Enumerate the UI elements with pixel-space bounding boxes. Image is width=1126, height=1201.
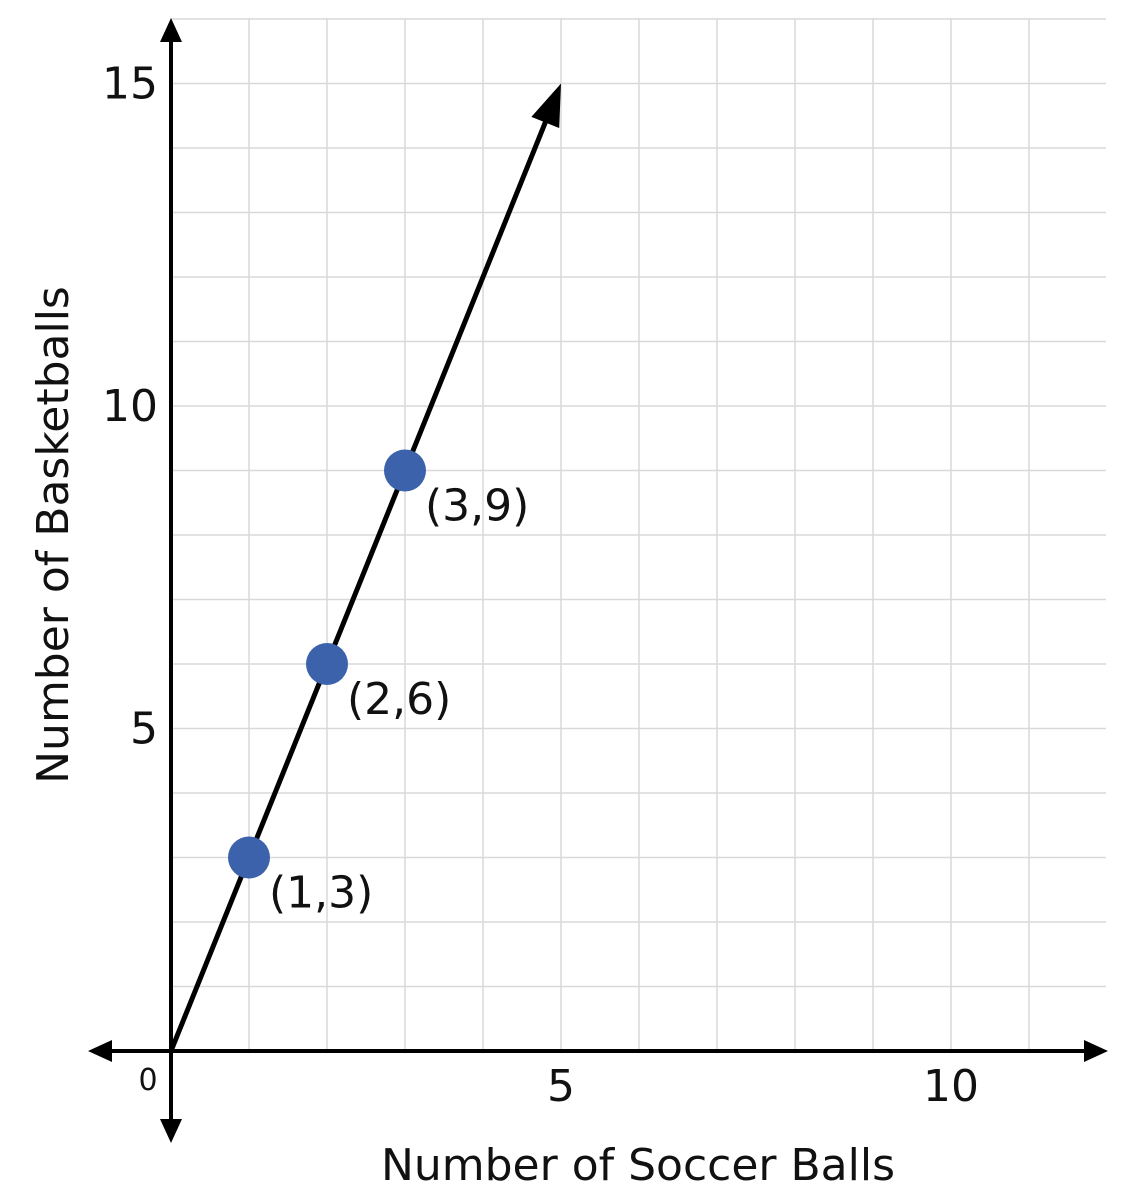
x-axis-left-arrow <box>88 1040 112 1062</box>
data-points: (1,3) (2,6) (3,9) <box>228 449 529 919</box>
x-tick-label: 10 <box>923 1061 979 1112</box>
y-tick-label: 15 <box>102 59 158 110</box>
x-axis-title: Number of Soccer Balls <box>381 1140 895 1191</box>
data-point <box>384 449 426 492</box>
y-tick-label: 5 <box>130 704 158 755</box>
trend-line <box>168 117 550 1052</box>
y-tick-label: 10 <box>102 381 158 432</box>
axes <box>88 18 1108 1143</box>
y-axis-title: Number of Basketballs <box>28 286 79 784</box>
trend-line-arrowhead <box>531 83 561 129</box>
y-axis-top-arrow <box>160 18 182 42</box>
data-point-label: (1,3) <box>269 868 373 919</box>
data-point <box>228 836 270 879</box>
origin-label: 0 <box>138 1063 157 1098</box>
tick-labels: 5 10 5 10 15 0 <box>102 59 979 1113</box>
trend-line-group <box>168 83 561 1052</box>
data-point-label: (3,9) <box>425 481 529 532</box>
data-point <box>306 643 348 685</box>
x-axis-right-arrow <box>1084 1040 1108 1062</box>
y-axis-bottom-arrow <box>160 1119 182 1143</box>
x-tick-label: 5 <box>547 1061 575 1112</box>
data-point-label: (2,6) <box>347 674 451 725</box>
grid <box>171 18 1106 1051</box>
